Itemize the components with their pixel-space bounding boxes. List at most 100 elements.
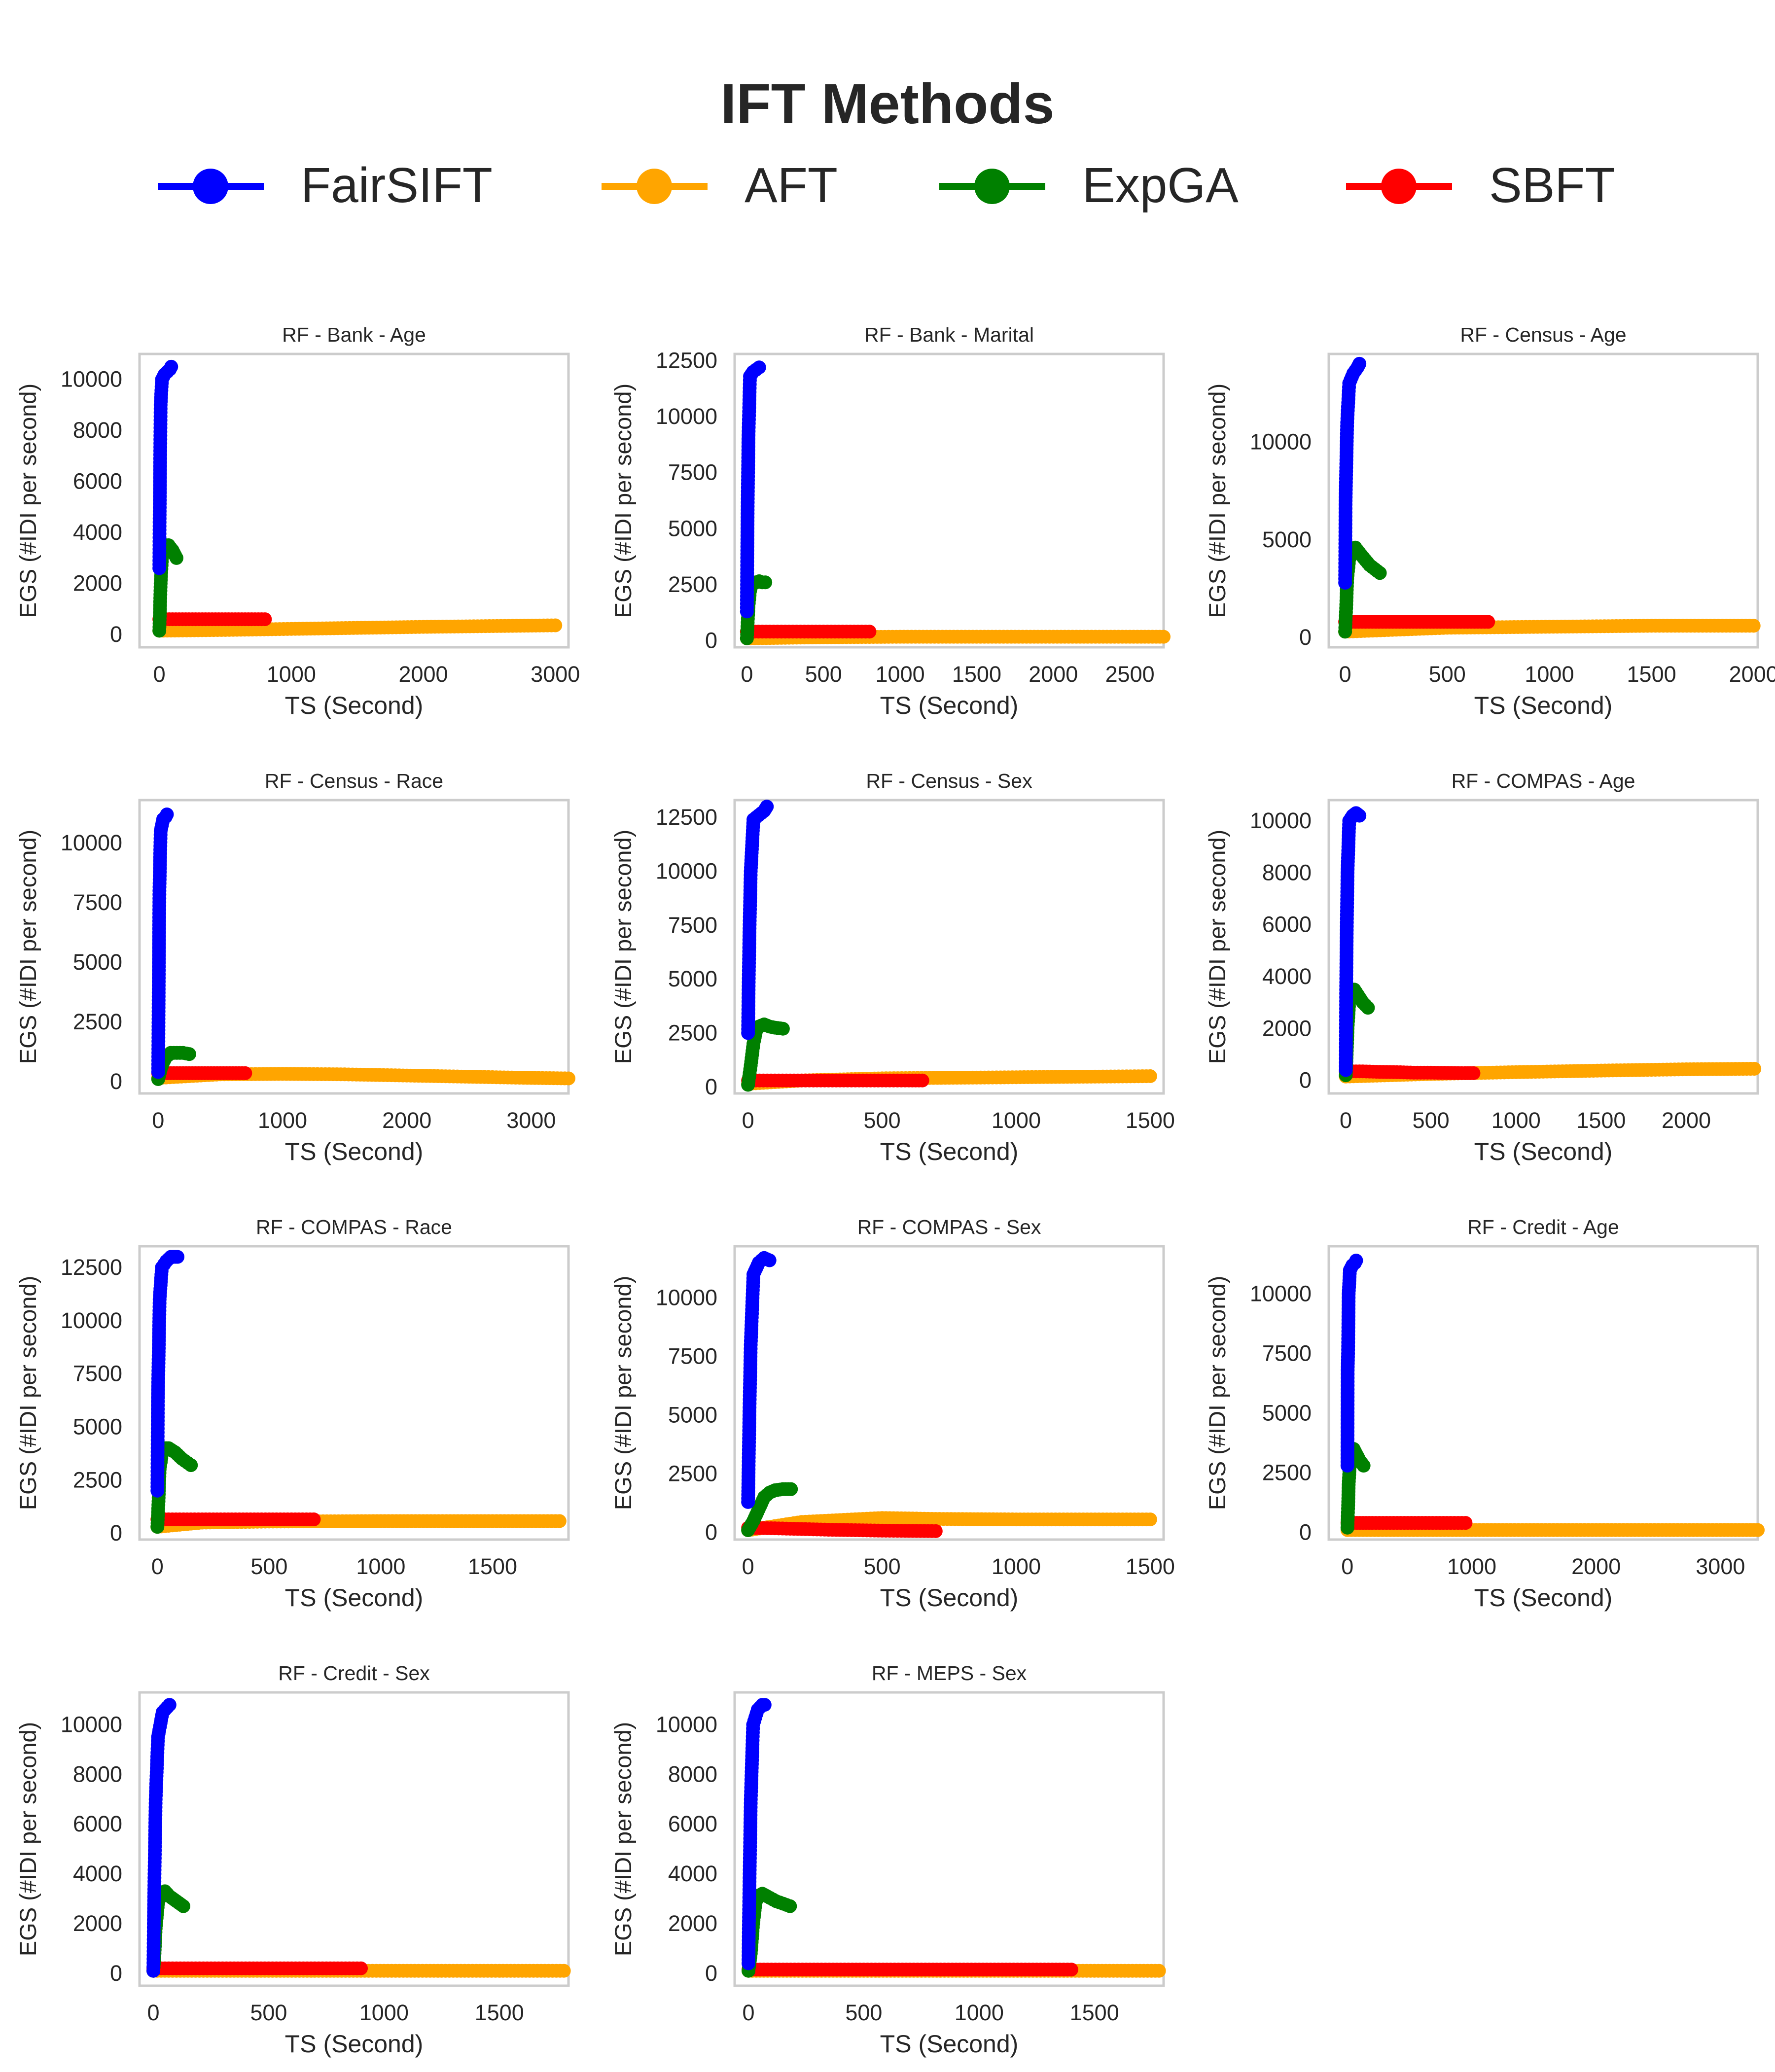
x-tick-label: 1500 bbox=[475, 2000, 524, 2025]
plot-frame bbox=[733, 1245, 1165, 1541]
series-marker bbox=[1356, 1459, 1371, 1473]
plot-frame bbox=[1327, 352, 1759, 649]
x-tick-label: 0 bbox=[153, 662, 166, 687]
series-marker bbox=[1064, 1963, 1078, 1977]
x-tick-label: 1000 bbox=[1491, 1108, 1541, 1133]
y-tick-label: 8000 bbox=[73, 418, 122, 443]
y-tick-label: 10000 bbox=[61, 830, 122, 855]
subplot-title: RF - Bank - Marital bbox=[864, 323, 1034, 346]
y-tick-label: 0 bbox=[705, 628, 717, 653]
y-tick-label: 5000 bbox=[73, 949, 122, 975]
series-marker bbox=[182, 1047, 196, 1061]
y-tick-label: 10000 bbox=[656, 404, 717, 429]
series-marker bbox=[1373, 566, 1387, 580]
y-tick-label: 0 bbox=[705, 1520, 717, 1545]
y-tick-label: 12500 bbox=[61, 1255, 122, 1280]
series-fairsift bbox=[1339, 806, 1367, 1077]
subplot-10: RF - Credit - Sex 0 500 1000 1500 0 2000 4000 60… bbox=[15, 1662, 571, 2058]
legend-item-sbft: SBFT bbox=[1346, 158, 1615, 213]
y-tick-label: 0 bbox=[1299, 1519, 1312, 1545]
y-tick-label: 10000 bbox=[1250, 1281, 1312, 1306]
x-tick-label: 500 bbox=[250, 1554, 287, 1579]
plot-frame bbox=[138, 799, 570, 1095]
legend-marker bbox=[1381, 169, 1417, 204]
plot-frame bbox=[1327, 1245, 1759, 1541]
x-tick-label: 0 bbox=[742, 1108, 754, 1133]
legend-label: AFT bbox=[745, 158, 838, 213]
y-tick-label: 6000 bbox=[1262, 912, 1312, 937]
series-marker bbox=[915, 1073, 929, 1088]
y-tick-label: 2000 bbox=[1262, 1016, 1312, 1041]
x-axis-label: TS (Second) bbox=[285, 692, 424, 719]
x-tick-label: 1000 bbox=[267, 662, 316, 687]
series-marker bbox=[1361, 1001, 1375, 1015]
x-tick-label: 0 bbox=[152, 1108, 164, 1133]
series-aft bbox=[152, 618, 563, 638]
x-tick-label: 1500 bbox=[1126, 1108, 1175, 1133]
x-tick-label: 2000 bbox=[1571, 1554, 1621, 1579]
plot-frame bbox=[138, 1245, 570, 1541]
y-tick-label: 0 bbox=[110, 1961, 122, 1986]
legend: IFT Methods FairSIFT AFT ExpGA SBFT bbox=[158, 72, 1615, 213]
x-tick-label: 500 bbox=[864, 1108, 901, 1133]
y-tick-label: 6000 bbox=[73, 1811, 122, 1836]
y-tick-label: 2500 bbox=[668, 1461, 717, 1486]
x-tick-label: 0 bbox=[1341, 1554, 1353, 1579]
series-fairsift bbox=[152, 359, 178, 575]
legend-marker bbox=[637, 169, 672, 204]
y-axis-label: EGS (#IDI per second) bbox=[610, 384, 636, 618]
y-tick-label: 4000 bbox=[668, 1861, 717, 1886]
plot-frame bbox=[733, 352, 1165, 649]
y-tick-label: 10000 bbox=[656, 858, 717, 883]
plots-grid: RF - Bank - Age 0 1000 2000 3000 0 2000 4000 600… bbox=[15, 323, 1775, 2058]
x-tick-label: 500 bbox=[845, 2000, 882, 2025]
y-tick-label: 2500 bbox=[1262, 1460, 1312, 1485]
y-axis-label: EGS (#IDI per second) bbox=[15, 384, 41, 618]
legend-label: ExpGA bbox=[1082, 158, 1239, 213]
y-tick-label: 5000 bbox=[73, 1414, 122, 1439]
y-tick-label: 5000 bbox=[1262, 527, 1312, 552]
x-tick-label: 1000 bbox=[992, 1108, 1041, 1133]
subplot-title: RF - Bank - Age bbox=[282, 323, 426, 346]
y-tick-label: 0 bbox=[110, 1069, 122, 1094]
legend-marker bbox=[193, 169, 228, 204]
series-marker bbox=[758, 575, 773, 590]
x-tick-label: 3000 bbox=[1696, 1554, 1745, 1579]
x-tick-label: 1000 bbox=[876, 662, 925, 687]
y-tick-label: 8000 bbox=[73, 1761, 122, 1787]
series-marker bbox=[176, 1899, 190, 1913]
y-tick-label: 2500 bbox=[668, 572, 717, 597]
legend-label: FairSIFT bbox=[301, 158, 493, 213]
x-axis-label: TS (Second) bbox=[285, 1138, 424, 1165]
series-marker bbox=[1481, 615, 1495, 629]
series-marker bbox=[548, 618, 563, 632]
x-tick-label: 1500 bbox=[1126, 1554, 1175, 1579]
x-tick-label: 500 bbox=[250, 2000, 287, 2025]
x-tick-label: 0 bbox=[1340, 1108, 1352, 1133]
series-marker bbox=[169, 551, 183, 565]
series-aft bbox=[1340, 1523, 1765, 1537]
subplot-8: RF - COMPAS - Sex 0 500 1000 1500 0 2500 5000 75… bbox=[610, 1216, 1175, 1612]
x-tick-label: 0 bbox=[743, 2000, 755, 2025]
subplot-6: RF - COMPAS - Age 0 500 1000 1500 2000 0 2000 40… bbox=[1204, 770, 1762, 1165]
subplot-title: RF - MEPS - Sex bbox=[872, 1662, 1027, 1685]
x-tick-label: 0 bbox=[147, 2000, 160, 2025]
subplot-11: RF - MEPS - Sex 0 500 1000 1500 0 2000 4000 6000… bbox=[610, 1662, 1166, 2058]
series-fairsift bbox=[740, 360, 766, 619]
series-marker bbox=[1352, 356, 1367, 371]
y-axis-label: EGS (#IDI per second) bbox=[610, 830, 636, 1064]
legend-title: IFT Methods bbox=[720, 72, 1054, 136]
y-tick-label: 2500 bbox=[73, 1009, 122, 1034]
subplot-title: RF - Credit - Age bbox=[1467, 1216, 1619, 1238]
y-tick-label: 0 bbox=[1299, 625, 1312, 650]
plot-frame bbox=[733, 799, 1165, 1095]
y-tick-label: 0 bbox=[110, 622, 122, 647]
y-tick-label: 10000 bbox=[61, 1712, 122, 1737]
x-tick-label: 1000 bbox=[356, 1554, 405, 1579]
series-marker bbox=[238, 1066, 252, 1080]
series-fairsift bbox=[741, 1251, 777, 1509]
x-tick-label: 2500 bbox=[1105, 662, 1155, 687]
y-tick-label: 0 bbox=[110, 1520, 122, 1545]
series-expga bbox=[741, 1482, 798, 1537]
